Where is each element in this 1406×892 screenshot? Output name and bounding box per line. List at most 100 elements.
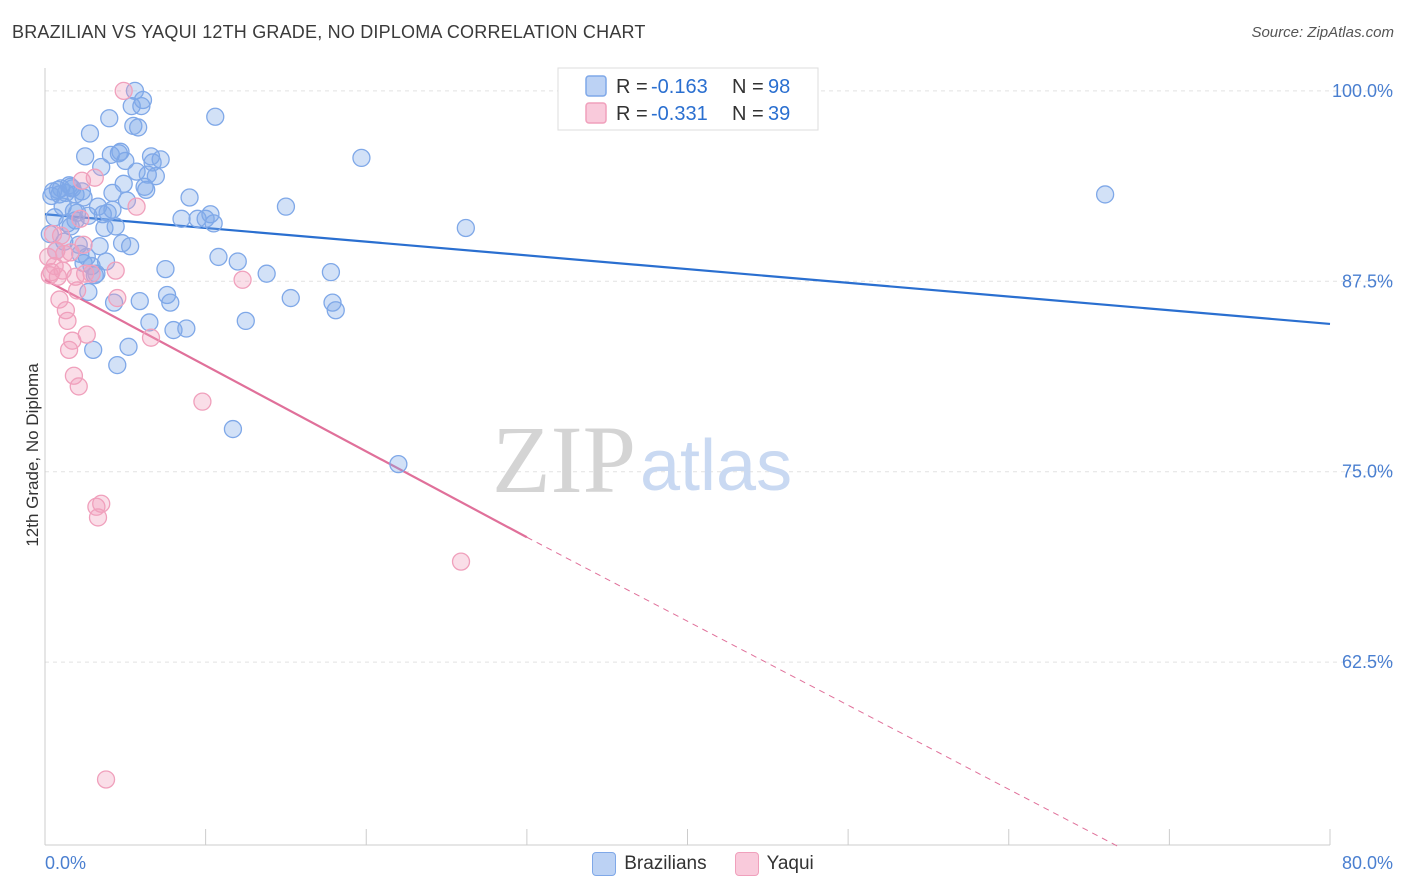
legend-n-value-2: 39 xyxy=(768,103,790,125)
data-point-brazilians xyxy=(114,174,133,193)
data-point-yaqui xyxy=(48,267,67,286)
data-point-brazilians xyxy=(206,107,225,126)
data-point-yaqui xyxy=(77,325,96,344)
legend-r-value-2: -0.331 xyxy=(651,103,708,125)
data-point-brazilians xyxy=(151,150,170,169)
data-point-yaqui xyxy=(71,209,90,228)
legend-item-yaqui: Yaqui xyxy=(734,852,814,876)
data-point-yaqui xyxy=(114,81,133,101)
legend-r-label-1: R = xyxy=(616,76,648,98)
watermark-atlas: atlas xyxy=(640,426,792,506)
legend-r-value-1: -0.163 xyxy=(651,76,708,98)
data-point-yaqui xyxy=(55,244,74,264)
data-point-yaqui xyxy=(108,288,127,308)
data-point-brazilians xyxy=(129,118,148,137)
legend-n-value-1: 98 xyxy=(768,76,790,98)
data-point-yaqui xyxy=(106,261,125,280)
chart-title: BRAZILIAN VS YAQUI 12TH GRADE, NO DIPLOM… xyxy=(12,22,646,42)
data-point-yaqui xyxy=(51,226,71,245)
data-point-yaqui xyxy=(96,770,116,789)
data-point-brazilians xyxy=(106,217,125,236)
data-point-yaqui xyxy=(67,281,87,300)
data-point-brazilians xyxy=(108,355,127,375)
data-point-brazilians xyxy=(456,218,475,238)
trend-line-brazilians xyxy=(44,213,1331,326)
gridlines xyxy=(45,90,1393,663)
legend-label-yaqui: Yaqui xyxy=(766,853,814,874)
data-point-brazilians xyxy=(156,259,175,279)
data-point-brazilians xyxy=(100,109,119,128)
watermark-zip: ZIP xyxy=(492,406,636,513)
data-point-brazilians xyxy=(209,247,228,267)
data-point-brazilians xyxy=(103,200,122,219)
data-point-brazilians xyxy=(276,197,296,216)
data-point-yaqui xyxy=(193,392,212,411)
data-point-brazilians xyxy=(96,252,116,271)
data-point-brazilians xyxy=(116,151,135,171)
data-point-brazilians xyxy=(257,264,276,283)
y-tick-label: 100.0% xyxy=(1332,81,1393,101)
data-point-brazilians xyxy=(111,142,130,161)
data-point-brazilians xyxy=(90,237,109,256)
y-tick-labels: 100.0% 87.5% 75.0% 62.5% xyxy=(1332,81,1393,672)
data-point-brazilians xyxy=(132,96,151,116)
data-point-yaqui xyxy=(50,290,69,309)
data-point-brazilians xyxy=(130,291,149,311)
trend-line-yaqui xyxy=(44,278,528,539)
data-point-yaqui xyxy=(58,311,77,331)
x-ticks xyxy=(44,829,1331,845)
legend-swatch-yaqui-bottom xyxy=(734,852,759,876)
data-point-yaqui xyxy=(451,552,471,571)
legend-n-label-2: N = xyxy=(732,103,764,125)
data-point-brazilians xyxy=(137,180,156,200)
data-point-brazilians xyxy=(236,311,255,331)
data-point-brazilians xyxy=(389,454,408,474)
data-point-yaqui xyxy=(69,377,88,396)
stats-legend: R = -0.163 N = 98 R = -0.331 N = 39 xyxy=(557,67,819,131)
data-point-brazilians xyxy=(352,148,371,168)
data-point-brazilians xyxy=(92,157,111,177)
data-points xyxy=(39,81,1115,789)
legend-item-brazilians: Brazilians xyxy=(592,852,707,876)
data-point-brazilians xyxy=(204,214,223,233)
data-point-brazilians xyxy=(74,188,93,207)
legend-swatch-yaqui xyxy=(585,102,607,124)
watermark: ZIP atlas xyxy=(492,406,792,513)
data-point-brazilians xyxy=(140,313,159,332)
legend-swatch-brazilians xyxy=(585,75,607,97)
trend-line-yaqui-extension xyxy=(526,536,1122,849)
y-tick-label: 62.5% xyxy=(1342,652,1393,672)
data-point-brazilians xyxy=(146,167,165,186)
data-point-brazilians xyxy=(120,237,140,256)
legend-r-label-2: R = xyxy=(616,103,648,125)
trend-lines xyxy=(44,213,1331,849)
data-point-brazilians xyxy=(326,301,345,320)
source-label: Source: ZipAtlas.com xyxy=(1251,24,1394,41)
data-point-brazilians xyxy=(42,186,61,206)
data-point-brazilians xyxy=(72,182,92,201)
data-point-yaqui xyxy=(76,264,95,283)
legend-swatch-brazilians-bottom xyxy=(592,852,617,876)
data-point-yaqui xyxy=(82,264,101,283)
x-tick-label-min: 0.0% xyxy=(45,853,86,873)
data-point-brazilians xyxy=(161,293,180,312)
data-point-yaqui xyxy=(74,235,93,254)
data-point-brazilians xyxy=(177,319,196,338)
data-point-brazilians xyxy=(61,177,80,196)
data-point-brazilians xyxy=(80,124,100,143)
y-tick-label: 75.0% xyxy=(1342,462,1393,482)
data-point-brazilians xyxy=(127,162,146,181)
data-point-brazilians xyxy=(281,288,300,308)
legend-label-brazilians: Brazilians xyxy=(624,853,707,874)
data-point-yaqui xyxy=(64,366,84,385)
data-point-brazilians xyxy=(117,191,137,210)
data-point-yaqui xyxy=(92,494,111,513)
data-point-yaqui xyxy=(127,197,146,216)
data-point-brazilians xyxy=(223,419,243,439)
data-point-brazilians xyxy=(180,188,199,207)
data-point-brazilians xyxy=(1095,185,1115,204)
legend-n-label-1: N = xyxy=(732,76,764,98)
data-point-brazilians xyxy=(76,147,95,166)
x-tick-label-max: 80.0% xyxy=(1342,853,1393,873)
